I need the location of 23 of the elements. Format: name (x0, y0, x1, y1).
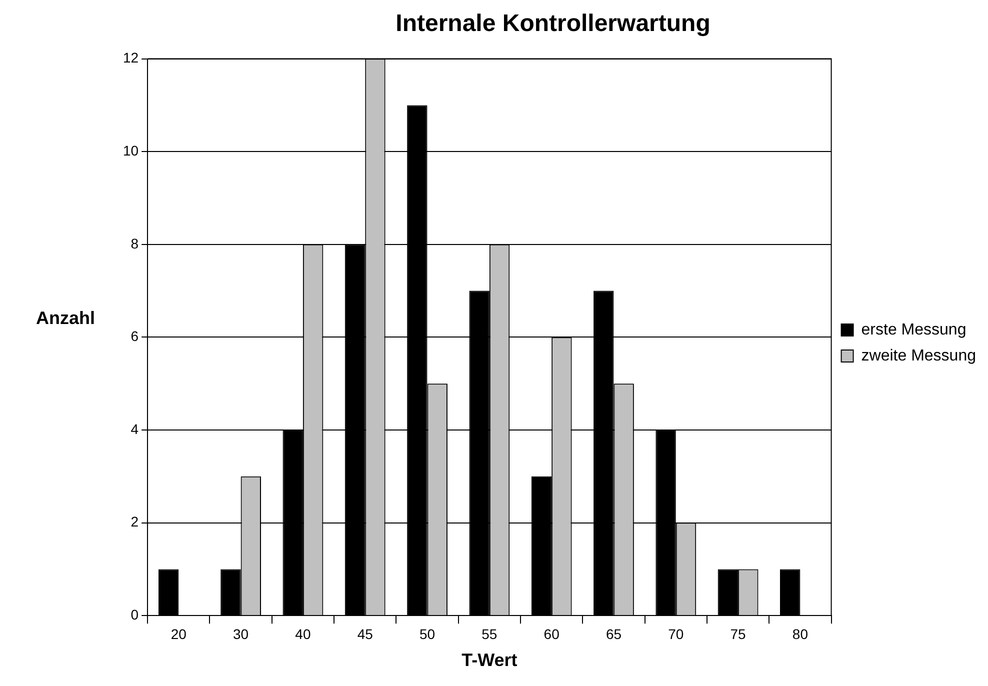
x-tick-label: 20 (170, 626, 187, 642)
x-tick-label: 70 (668, 626, 684, 642)
x-tick-label: 30 (233, 626, 249, 642)
y-tick-label: 2 (130, 514, 139, 530)
y-tick-label: 4 (130, 420, 139, 437)
x-tick-label: 75 (730, 626, 746, 642)
y-tick-label: 0 (130, 606, 139, 622)
legend-label: zweite Messung (861, 347, 976, 364)
y-tick-label: 12 (122, 50, 139, 66)
y-tick-label: 8 (130, 235, 139, 252)
x-tick-label: 55 (482, 626, 498, 642)
y-tick-label: 10 (122, 142, 139, 158)
x-tick-label: 80 (792, 626, 808, 642)
x-tick-label: 60 (544, 626, 560, 642)
x-tick-label: 65 (606, 626, 622, 642)
y-tick-label: 6 (130, 328, 139, 344)
x-axis-title: T-Wert (462, 650, 518, 670)
x-tick-label: 40 (295, 626, 311, 642)
chart-title: Internale Kontrollerwartung (396, 10, 710, 38)
x-tick-label: 50 (419, 626, 436, 642)
x-tick-label: 45 (357, 626, 374, 642)
legend-label: erste Messung (861, 321, 966, 338)
y-axis-title: Anzahl (36, 308, 96, 329)
